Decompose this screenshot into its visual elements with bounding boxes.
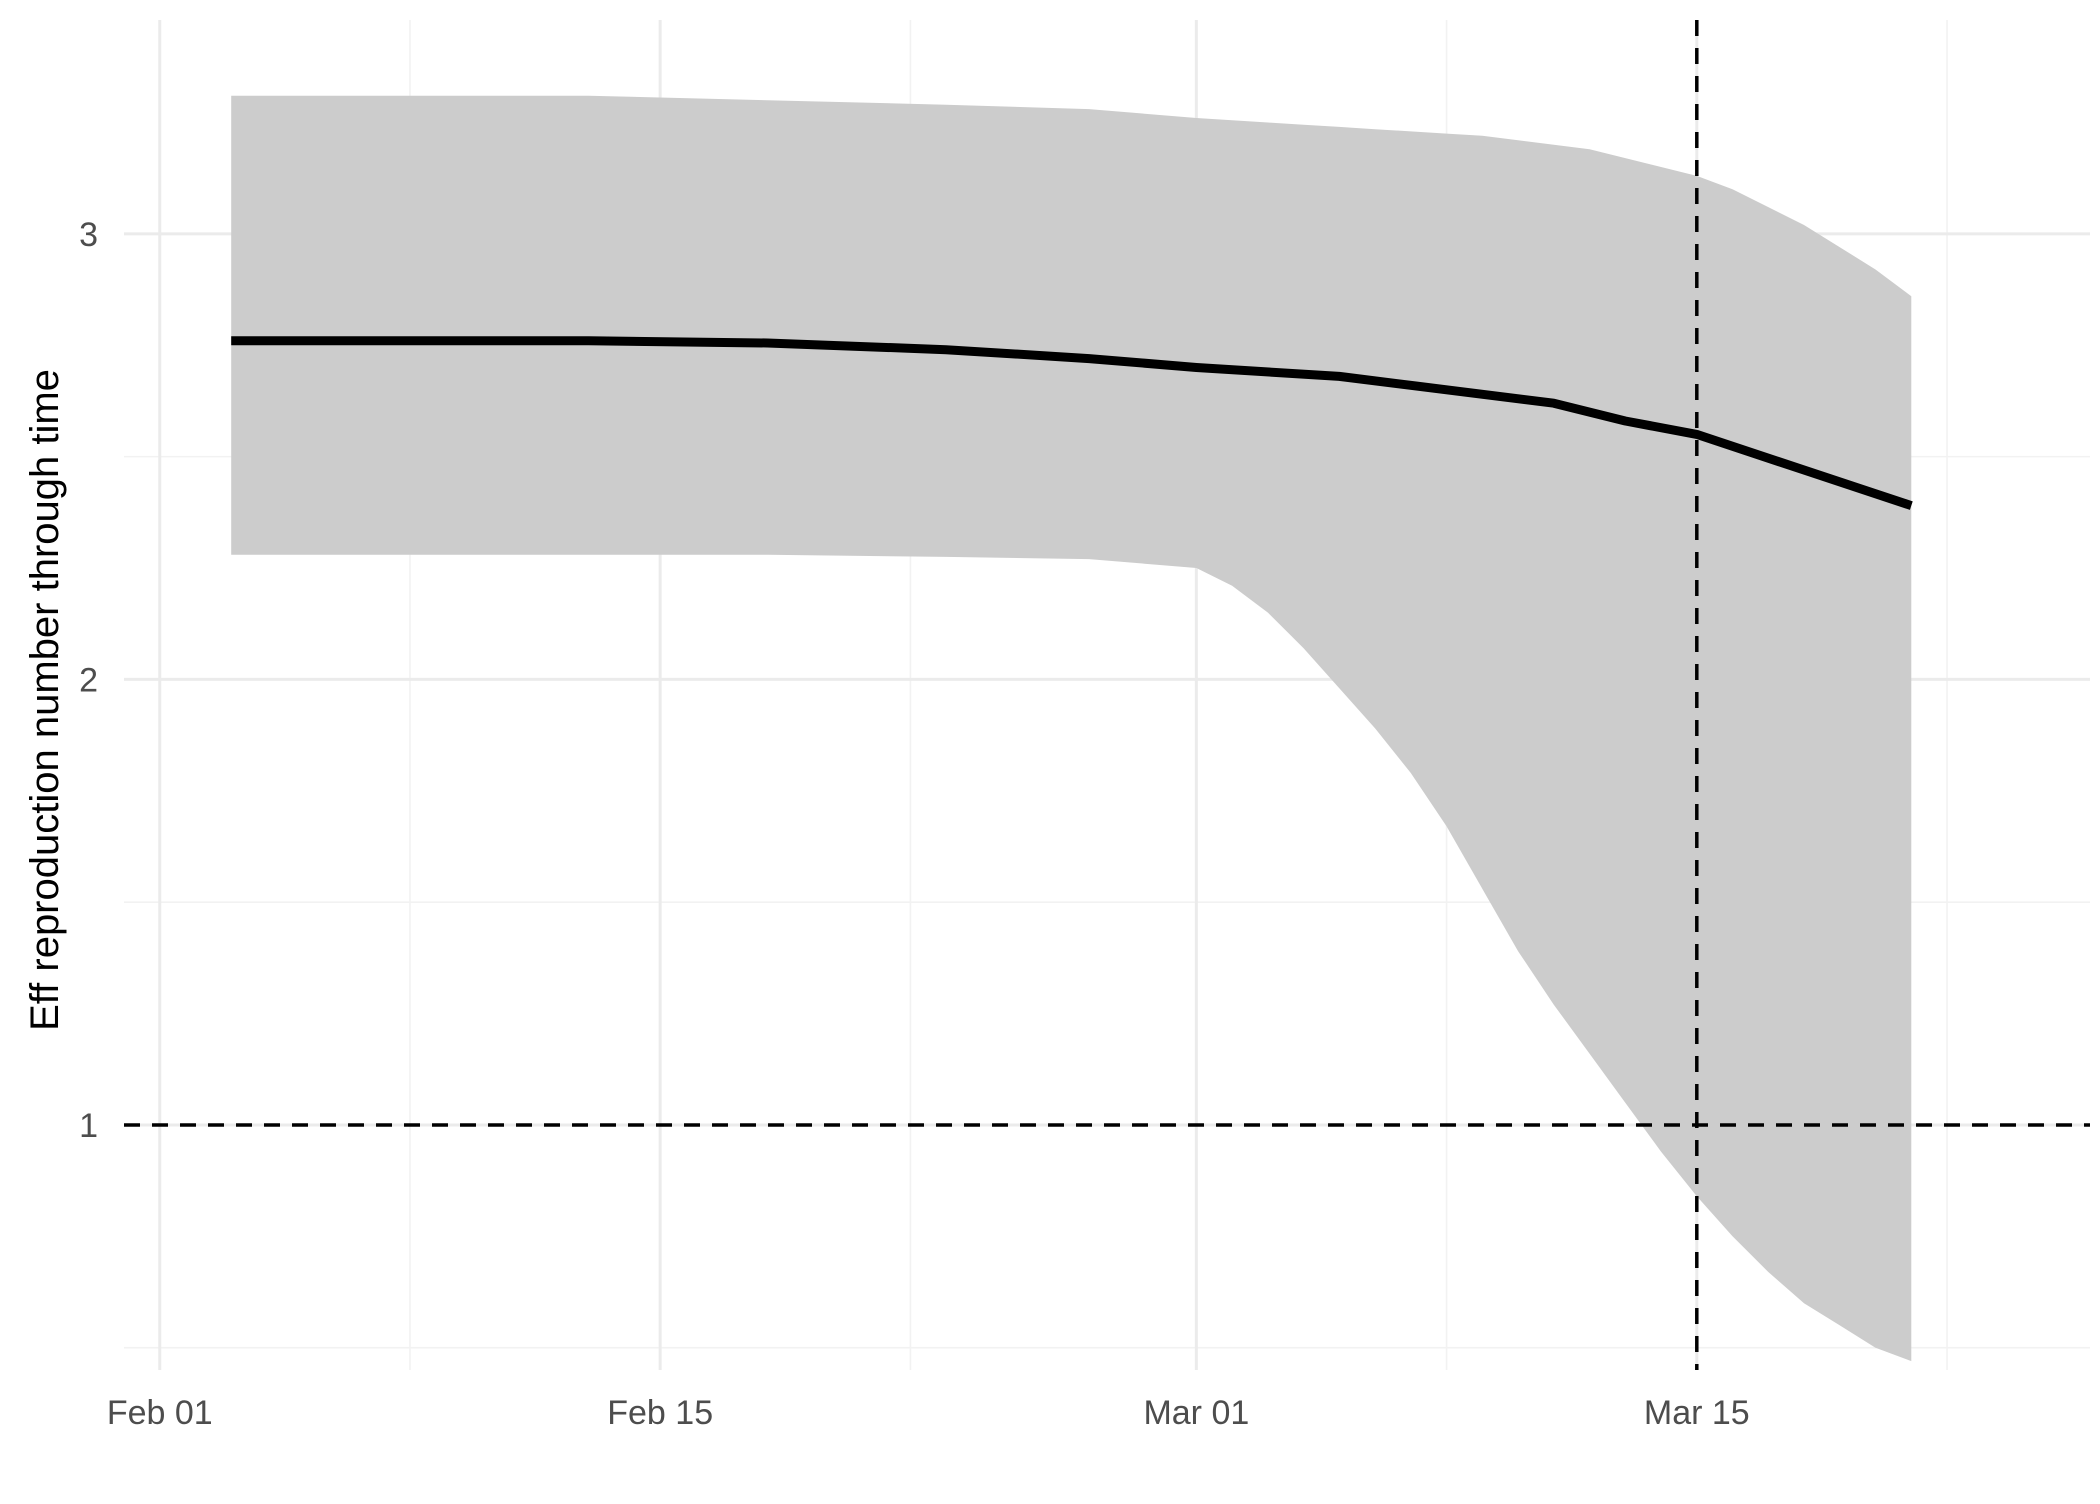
ribbon-layer [231, 95, 1912, 1362]
x-tick-label: Feb 01 [107, 1394, 213, 1432]
x-tick-label: Mar 15 [1644, 1394, 1750, 1432]
tick-labels: Feb 01 Feb 15 Mar 01 Mar 15 1 2 3 [79, 216, 1750, 1432]
reference-lines [124, 20, 2090, 1370]
x-tick-label: Mar 01 [1143, 1394, 1249, 1432]
y-tick-label: 2 [79, 661, 98, 699]
y-axis-title: Eff reproduction number through time [23, 369, 67, 1031]
y-tick-label: 3 [79, 216, 98, 254]
line-layer [231, 336, 1913, 510]
x-tick-label: Feb 15 [607, 1394, 713, 1432]
y-tick-label: 1 [79, 1107, 98, 1145]
credible-interval-ribbon [231, 95, 1912, 1362]
median-estimate-line [231, 336, 1913, 510]
